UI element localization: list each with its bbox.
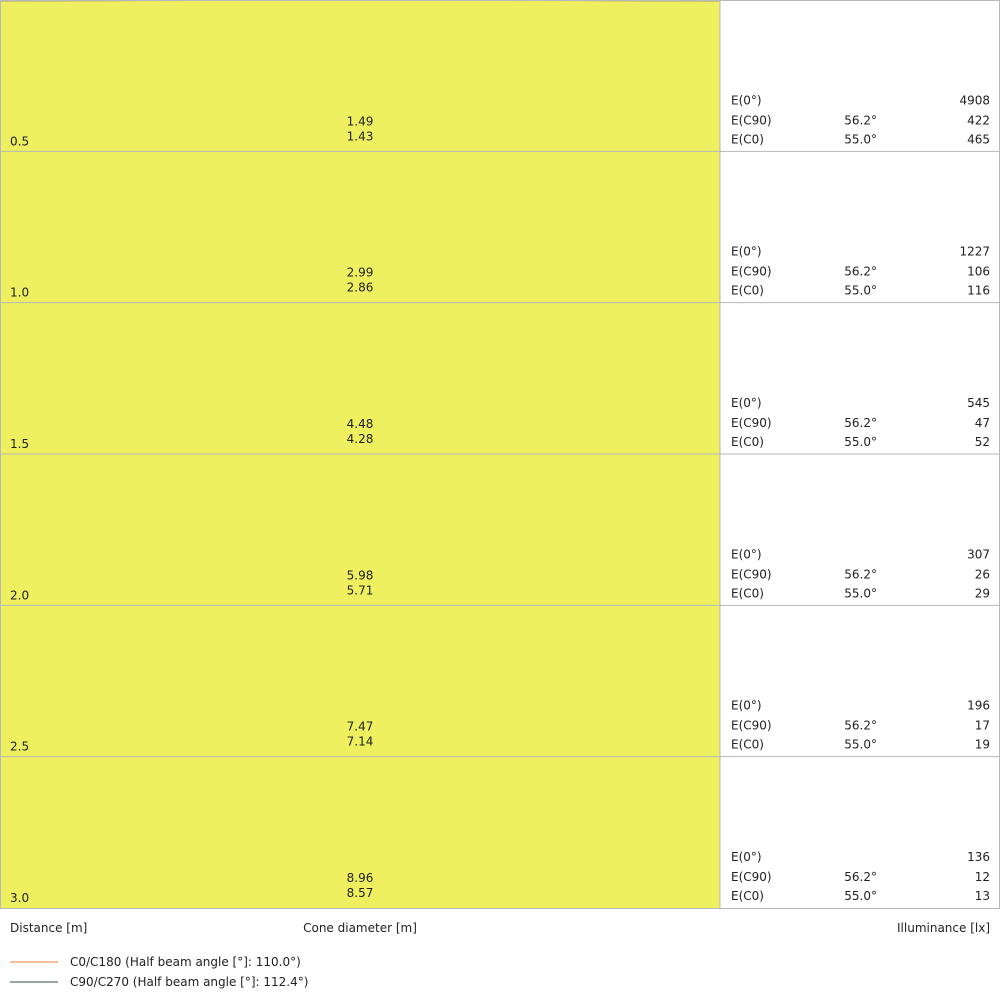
e0-label: E(0°) [731,396,762,410]
cone-diameter-label: Cone diameter [m] [303,921,417,935]
ec0-label: E(C0) [731,738,764,752]
ec90-value: 26 [975,567,990,581]
legend-entry: C0/C180 (Half beam angle [°]: 110.0°) [70,955,301,969]
ec90-angle: 56.2° [844,567,877,581]
e0-value: 136 [967,850,990,864]
ec0-value: 19 [975,738,990,752]
cone-diameter-c90: 8.96 [347,871,374,885]
ec0-value: 29 [975,586,990,600]
ec0-label: E(C0) [731,284,764,298]
ec90-label: E(C90) [731,416,772,430]
e0-value: 196 [967,699,990,713]
cone-diameter-c90: 1.49 [347,114,374,128]
ec90-angle: 56.2° [844,719,877,733]
e0-value: 545 [967,396,990,410]
ec90-label: E(C90) [731,265,772,279]
ec90-label: E(C90) [731,719,772,733]
ec0-angle: 55.0° [844,889,877,903]
ec0-value: 465 [967,132,990,146]
ec90-angle: 56.2° [844,113,877,127]
ec90-angle: 56.2° [844,416,877,430]
illuminance-label: Illuminance [lx] [897,921,990,935]
ec90-value: 12 [975,870,990,884]
e0-value: 1227 [959,245,990,259]
ec90-value: 422 [967,113,990,127]
distance-label: 0.5 [10,134,29,148]
ec0-label: E(C0) [731,889,764,903]
ec0-angle: 55.0° [844,738,877,752]
e0-label: E(0°) [731,93,762,107]
ec0-label: E(C0) [731,586,764,600]
cone-diameter-c90: 2.99 [347,266,374,280]
ec0-label: E(C0) [731,132,764,146]
cone-diameter-c0: 1.43 [347,129,374,143]
e0-label: E(0°) [731,699,762,713]
e0-value: 307 [967,547,990,561]
cone-diameter-c90: 4.48 [347,417,374,431]
ec0-value: 116 [967,284,990,298]
legend-entry: C90/C270 (Half beam angle [°]: 112.4°) [70,975,308,989]
cone-diameter-c0: 8.57 [347,886,374,900]
cone-diameter-c0: 5.71 [347,583,374,597]
distance-label: 2.0 [10,588,29,602]
ec90-value: 47 [975,416,990,430]
ec0-label: E(C0) [731,435,764,449]
ec90-value: 106 [967,265,990,279]
ec0-value: 13 [975,889,990,903]
distance-label: 1.0 [10,286,29,300]
cone-diameter-c90: 7.47 [347,720,374,734]
ec90-angle: 56.2° [844,265,877,279]
distance-label: 3.0 [10,891,29,905]
e0-value: 4908 [959,93,990,107]
ec0-angle: 55.0° [844,132,877,146]
cone-diameter-c0: 2.86 [347,281,374,295]
ec90-label: E(C90) [731,113,772,127]
ec0-angle: 55.0° [844,586,877,600]
x-axis-label: Distance [m] [10,921,87,935]
e0-label: E(0°) [731,850,762,864]
cone-diameter-c90: 5.98 [347,568,374,582]
ec0-angle: 55.0° [844,435,877,449]
e0-label: E(0°) [731,547,762,561]
distance-label: 2.5 [10,740,29,754]
distance-label: 1.5 [10,437,29,451]
ec0-value: 52 [975,435,990,449]
cone-diameter-c0: 7.14 [347,735,374,749]
ec90-label: E(C90) [731,870,772,884]
ec90-value: 17 [975,719,990,733]
ec90-angle: 56.2° [844,870,877,884]
ec90-label: E(C90) [731,567,772,581]
ec0-angle: 55.0° [844,284,877,298]
cone-diameter-c0: 4.28 [347,432,374,446]
e0-label: E(0°) [731,245,762,259]
